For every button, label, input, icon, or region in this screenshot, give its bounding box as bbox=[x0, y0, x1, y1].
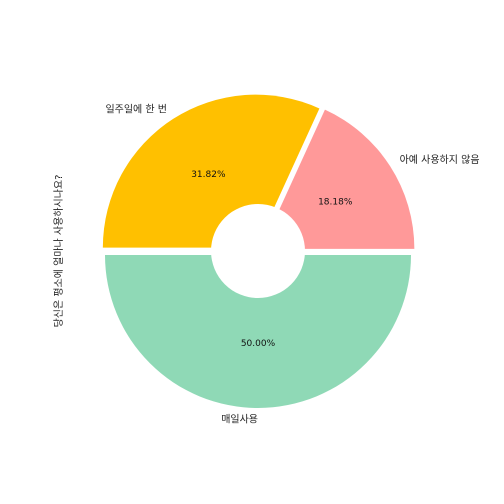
slice-value-label: 50.00% bbox=[241, 339, 276, 349]
slice-category-label: 아예 사용하지 않음 bbox=[400, 153, 480, 166]
pie-slice bbox=[105, 255, 411, 408]
slice-category-label: 일주일에 한 번 bbox=[105, 103, 167, 115]
slice-value-label: 31.82% bbox=[191, 170, 226, 180]
donut-hole bbox=[211, 204, 305, 298]
pie-slice bbox=[261, 109, 415, 249]
y-axis-label: 당신은 평소에 얼마나 사용하시나요? bbox=[52, 175, 65, 328]
labels-group: 아예 사용하지 않음 18.18% 일주일에 한 번 31.82% 매일사용 50.00% bbox=[105, 103, 479, 425]
slice-category-label: 매일사용 bbox=[221, 413, 258, 425]
slice-value-label: 18.18% bbox=[318, 197, 353, 207]
